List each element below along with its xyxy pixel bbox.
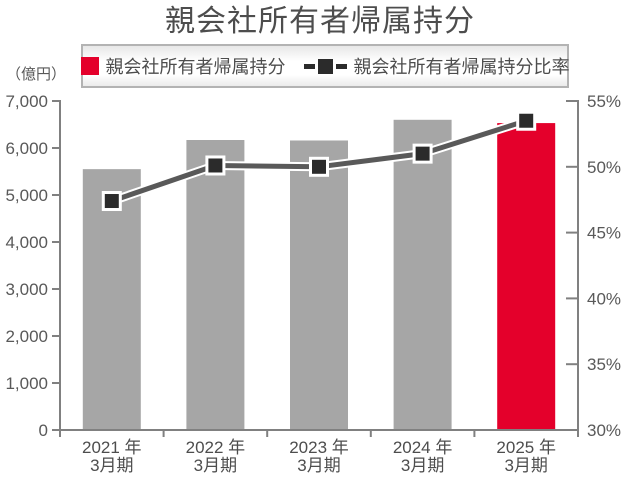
ratio-marker-2024 xyxy=(412,143,433,164)
left-axis-tick-label: 6,000 xyxy=(5,139,48,158)
ratio-marker-2023 xyxy=(309,156,329,177)
x-axis-label-period: 3月期 xyxy=(194,456,237,475)
right-axis-tick-label: 45% xyxy=(587,224,621,243)
x-axis-label-year: 2024 年 xyxy=(393,438,453,457)
x-axis-label-year: 2021 年 xyxy=(82,438,142,457)
right-axis-tick-label: 55% xyxy=(587,92,621,111)
bar-2021 xyxy=(82,169,141,430)
left-axis-tick-label: 4,000 xyxy=(5,233,48,252)
ratio-marker-2021 xyxy=(101,191,122,212)
left-axis-tick-label: 3,000 xyxy=(5,280,48,299)
x-axis-label-period: 3月期 xyxy=(297,456,340,475)
legend-line-marker-icon xyxy=(303,58,347,74)
left-axis-tick-label: 0 xyxy=(39,421,48,440)
left-axis-unit-label: （億円） xyxy=(6,66,67,83)
right-axis-tick-label: 30% xyxy=(587,421,621,440)
bar-2025 xyxy=(497,123,556,430)
right-axis-tick-label: 35% xyxy=(587,355,621,374)
x-axis-label-year: 2022 年 xyxy=(186,438,246,457)
bar-2023 xyxy=(290,140,348,431)
legend-bar-label: 親会社所有者帰属持分 xyxy=(105,57,286,77)
chart-title: 親会社所有者帰属持分 xyxy=(165,5,475,38)
left-axis-tick-label: 5,000 xyxy=(5,186,48,205)
x-axis-label-period: 3月期 xyxy=(401,456,444,475)
x-axis-label-year: 2023 年 xyxy=(289,438,349,457)
right-axis-tick-label: 50% xyxy=(587,158,621,177)
legend-bar-swatch-icon xyxy=(80,57,99,75)
left-axis-tick-label: 1,000 xyxy=(5,374,48,393)
bar-2024 xyxy=(393,119,452,431)
left-axis-tick-label: 2,000 xyxy=(5,327,48,346)
bar-2022 xyxy=(186,140,245,430)
x-axis-label-period: 3月期 xyxy=(504,456,547,475)
right-axis-tick-label: 40% xyxy=(587,289,621,308)
left-axis-tick-label: 7,000 xyxy=(5,92,48,111)
ratio-marker-2025 xyxy=(516,110,537,131)
x-axis-label-period: 3月期 xyxy=(90,456,133,475)
x-axis-label-year: 2025 年 xyxy=(496,438,556,457)
legend-line-label: 親会社所有者帰属持分比率 xyxy=(353,57,570,77)
ratio-marker-2022 xyxy=(205,155,226,176)
legend: 親会社所有者帰属持分 親会社所有者帰属持分比率 xyxy=(80,44,570,88)
